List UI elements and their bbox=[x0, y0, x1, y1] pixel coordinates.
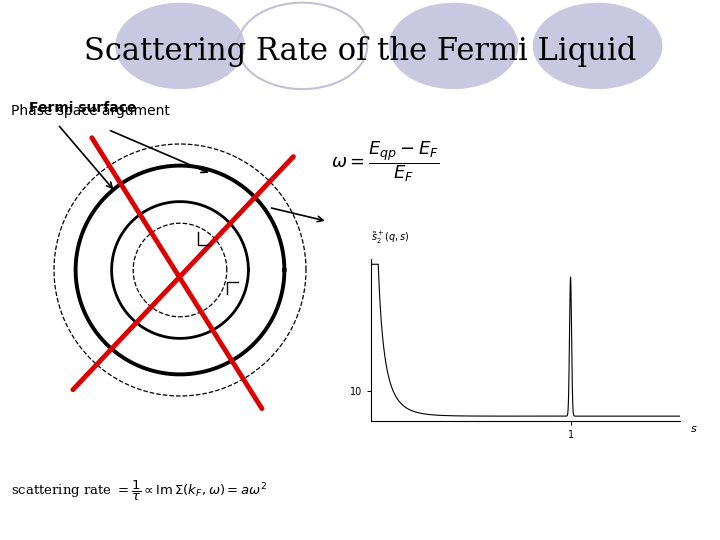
Text: $\omega = \dfrac{E_{qp} - E_F}{E_F}$: $\omega = \dfrac{E_{qp} - E_F}{E_F}$ bbox=[331, 140, 439, 184]
Ellipse shape bbox=[115, 3, 245, 89]
Text: $\tilde{s}_2^+(q, s)$: $\tilde{s}_2^+(q, s)$ bbox=[371, 230, 410, 246]
Ellipse shape bbox=[533, 3, 662, 89]
Text: Scattering Rate of the Fermi Liquid: Scattering Rate of the Fermi Liquid bbox=[84, 36, 636, 67]
Text: scattering rate $= \dfrac{1}{\tau} \propto \mathrm{Im}\,\Sigma(k_F, \omega) = a\: scattering rate $= \dfrac{1}{\tau} \prop… bbox=[11, 480, 267, 503]
Text: Phase space argument: Phase space argument bbox=[11, 104, 170, 118]
Text: Fermi surface: Fermi surface bbox=[29, 101, 136, 115]
Ellipse shape bbox=[389, 3, 518, 89]
Text: $s$: $s$ bbox=[690, 424, 698, 434]
